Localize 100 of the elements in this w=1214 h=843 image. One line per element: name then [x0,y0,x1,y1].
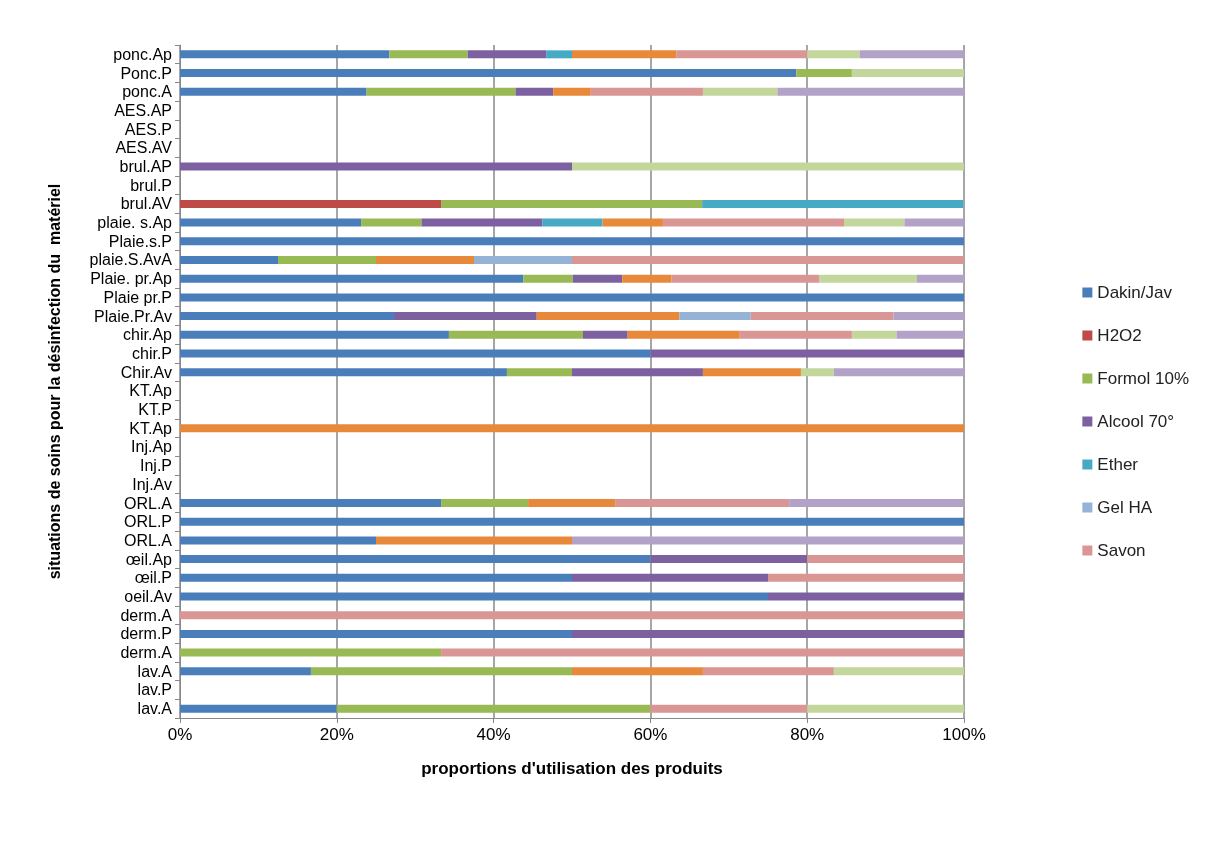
bar [180,218,362,227]
bar [180,255,278,264]
bar [394,312,537,321]
bar [180,368,507,377]
bar [467,50,547,59]
y-tick-label: AES.P [124,120,172,138]
bar [536,312,680,321]
bar [180,330,449,339]
bar [572,536,964,545]
bar [448,330,583,339]
bar [376,255,474,264]
bar [800,368,834,377]
bar [851,330,897,339]
y-tick-label: Chir.Av [120,363,172,381]
legend-label: Alcool 70° [1097,412,1175,431]
bar [180,87,367,96]
bar [180,499,442,508]
legend-label: H2O2 [1097,326,1142,345]
bar [896,330,964,339]
bar [523,274,573,283]
bar [180,555,651,564]
bar [676,50,808,59]
bar [859,50,964,59]
legend-label: Savon [1097,541,1146,560]
x-tick-label: 60% [633,725,668,744]
x-axis-title: proportions d'utilisation des produits [421,759,723,778]
bar [702,368,801,377]
bar [807,50,860,59]
y-tick-label: Inj.P [139,457,172,475]
y-tick-label: ORL.P [123,513,172,531]
bar [441,199,703,208]
bar [768,592,964,601]
bar [572,50,677,59]
y-tick-label: oeil.Av [124,587,172,605]
bar [768,573,964,582]
bar [474,255,572,264]
y-tick-label: Ponc.P [120,64,172,82]
y-tick-label: Plaie.Pr.Av [94,307,172,325]
y-tick-label: derm.P [120,625,172,643]
x-tick-label: 20% [319,725,354,744]
bar [180,592,768,601]
bar [777,87,964,96]
bar [180,611,964,620]
y-tick-label: ORL.A [123,531,173,549]
y-tick-label: KT.Ap [129,382,173,400]
bar [180,536,376,545]
bar [180,312,395,321]
bar [180,648,442,657]
legend-label: Gel HA [1097,498,1153,517]
bar [366,87,516,96]
y-tick-label: chir.Ap [123,326,173,344]
bar [546,50,572,59]
y-tick-label: lav.A [137,700,173,718]
bar [572,573,768,582]
bar [180,349,651,358]
bar [180,293,964,302]
bar [789,499,964,508]
y-tick-label: AES.AV [115,139,173,157]
y-tick-label: Inj.Av [132,475,172,493]
bar [622,274,672,283]
bar [818,274,917,283]
bar [739,330,852,339]
bar [180,424,964,433]
bar [180,162,572,171]
y-tick-label: œil.Ap [125,550,173,568]
x-tick-label: 0% [167,725,193,744]
bar [750,312,894,321]
legend-label: Ether [1097,455,1139,474]
y-tick-label: ORL.A [123,494,173,512]
y-tick-label: derm.A [120,606,173,624]
bar [572,255,964,264]
bar [807,555,964,564]
bar [180,704,337,713]
bar [671,274,819,283]
y-tick-label: lav.A [137,662,173,680]
bar [528,499,616,508]
bar [679,312,751,321]
bar [590,87,703,96]
bar [180,199,442,208]
y-tick-label: plaie.S.AvA [89,251,173,269]
bar [572,162,964,171]
bar [807,704,964,713]
bar [180,517,964,526]
bar [572,368,703,377]
y-tick-label: derm.A [120,644,173,662]
y-tick-label: ponc.Ap [113,45,173,63]
bar [833,667,964,676]
y-tick-label: brul.AV [120,195,173,213]
bar [376,536,572,545]
y-tick-label: Plaie.s.P [108,232,172,250]
y-tick-label: KT.Ap [129,419,173,437]
bar [389,50,468,59]
x-tick-label: 100% [942,725,986,744]
bar [336,704,651,713]
bar [662,218,845,227]
bar [180,629,572,638]
bar [650,349,964,358]
bar [180,573,572,582]
bar [180,69,797,78]
y-axis-title: situations de soins pour la désinfection du matériel [45,183,63,580]
